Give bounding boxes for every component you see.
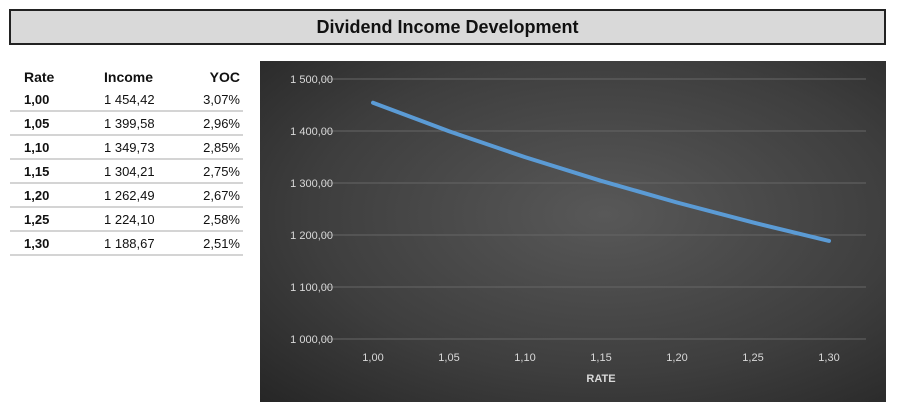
header-income: Income [104, 69, 154, 85]
yoc-cell: 2,58% [184, 207, 243, 232]
table-row: 1,25 1 224,10 2,58% [10, 207, 243, 232]
header-yoc: YOC [209, 69, 240, 85]
x-tick-label: 1,30 [818, 352, 839, 364]
rate-cell: 1,15 [10, 159, 104, 184]
income-cell: 1 304,21 [104, 159, 184, 184]
table-row: 1,30 1 188,67 2,51% [10, 231, 243, 256]
income-cell: 1 224,10 [104, 207, 184, 232]
rate-cell: 1,05 [10, 111, 104, 136]
income-cell: 1 349,73 [104, 135, 184, 160]
income-cell: 1 399,58 [104, 111, 184, 136]
income-cell: 1 188,67 [104, 231, 184, 256]
income-cell: 1 262,49 [104, 183, 184, 208]
table-header-row: Rate Income YOC [10, 66, 243, 88]
rate-cell: 1,20 [10, 183, 104, 208]
rate-cell: 1,00 [10, 88, 104, 112]
y-tick-label: 1 100,00 [290, 282, 333, 294]
table-row: 1,00 1 454,42 3,07% [10, 88, 243, 112]
yoc-cell: 2,51% [184, 231, 243, 256]
rate-cell: 1,25 [10, 207, 104, 232]
header-rate: Rate [24, 69, 55, 85]
dividend-table: Rate Income YOC 1,00 1 454,42 3,07% 1,05 1 3… [10, 66, 243, 256]
table-row: 1,05 1 399,58 2,96% [10, 111, 243, 136]
table-row: 1,15 1 304,21 2,75% [10, 159, 243, 184]
yoc-cell: 2,85% [184, 135, 243, 160]
x-tick-label: 1,15 [590, 352, 611, 364]
y-tick-label: 1 300,00 [290, 178, 333, 190]
yoc-cell: 3,07% [184, 88, 243, 112]
x-tick-label: 1,20 [666, 352, 687, 364]
income-series-line [371, 100, 831, 243]
yoc-cell: 2,96% [184, 111, 243, 136]
report-title: Dividend Income Development [9, 9, 886, 45]
x-tick-label: 1,25 [742, 352, 763, 364]
table-row: 1,20 1 262,49 2,67% [10, 183, 243, 208]
x-tick-label: 1,00 [362, 352, 383, 364]
income-chart: 1 000,00 1 100,00 1 200,00 1 300,00 1 400,00… [260, 61, 886, 402]
y-tick-label: 1 500,00 [290, 74, 333, 86]
rate-cell: 1,10 [10, 135, 104, 160]
x-tick-label: 1,10 [514, 352, 535, 364]
yoc-cell: 2,67% [184, 183, 243, 208]
x-axis-label: RATE [586, 373, 615, 385]
y-tick-label: 1 400,00 [290, 126, 333, 138]
table-row: 1,10 1 349,73 2,85% [10, 135, 243, 160]
chart-svg: 1 000,00 1 100,00 1 200,00 1 300,00 1 400,00… [290, 74, 866, 385]
rate-cell: 1,30 [10, 231, 104, 256]
y-tick-label: 1 200,00 [290, 230, 333, 242]
income-cell: 1 454,42 [104, 88, 184, 112]
x-tick-label: 1,05 [438, 352, 459, 364]
y-tick-label: 1 000,00 [290, 334, 333, 346]
yoc-cell: 2,75% [184, 159, 243, 184]
